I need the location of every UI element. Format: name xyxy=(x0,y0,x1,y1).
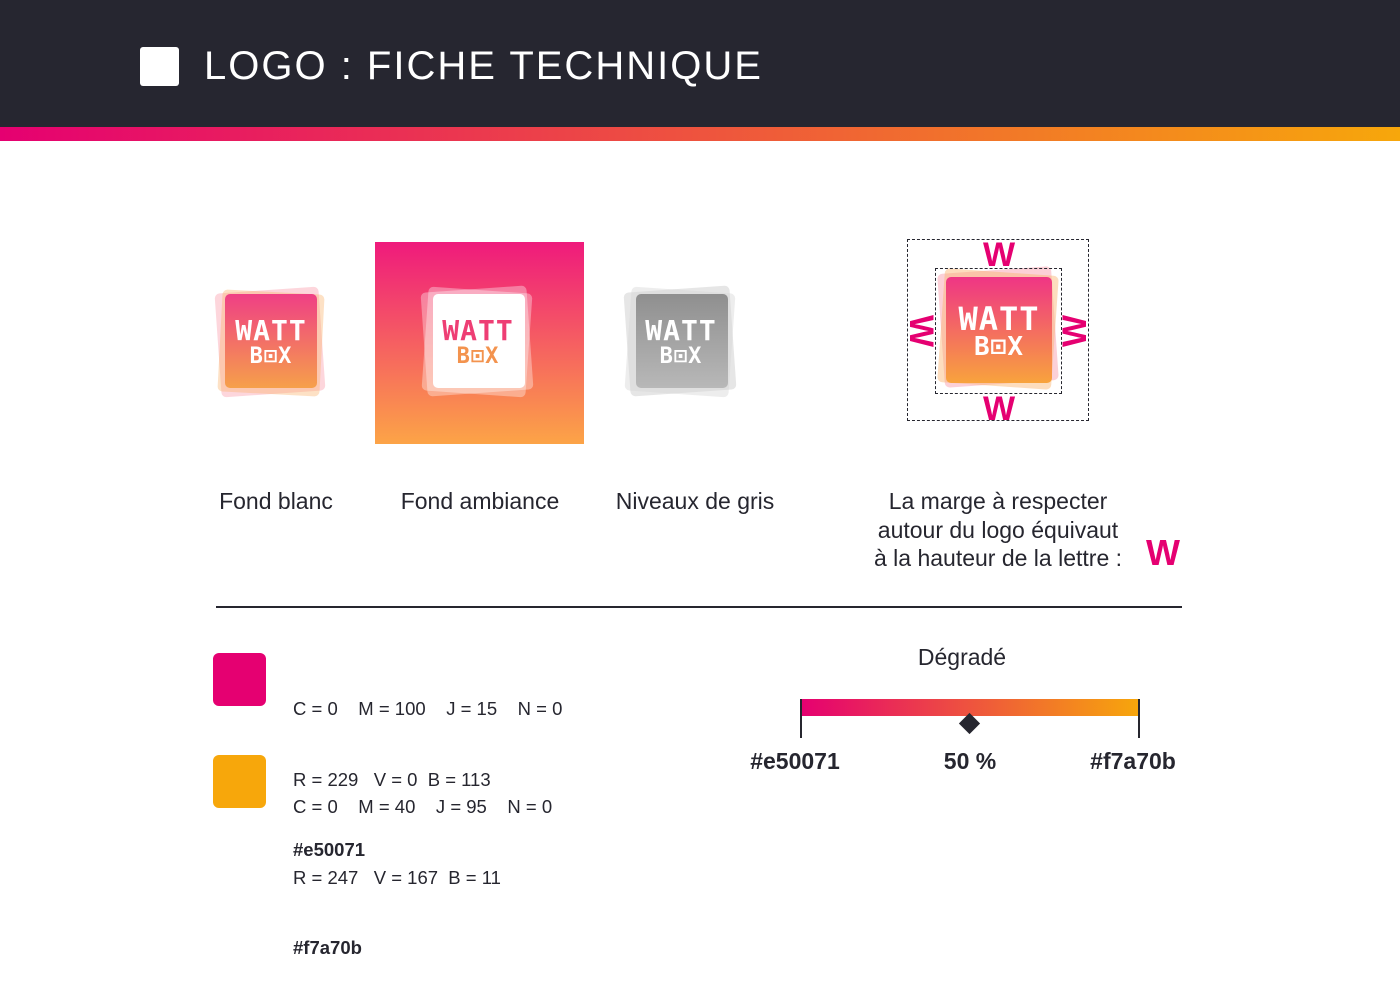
margin-inner-boundary xyxy=(935,268,1062,394)
color-swatch-pink xyxy=(213,653,266,706)
caption-margin-line1: La marge à respecter xyxy=(888,488,1108,514)
gradient-midpoint-diamond-icon xyxy=(958,712,981,735)
logo-ambiance-background: WATT B⊡X xyxy=(420,285,535,398)
gradient-start-label: #e50071 xyxy=(750,748,840,774)
logo-square xyxy=(433,294,525,388)
margin-w-bottom: W xyxy=(982,390,1016,428)
caption-margin-letter: W xyxy=(1146,532,1180,573)
hex-value: #f7a70b xyxy=(293,937,362,958)
logo-white-background: WATT B⊡X xyxy=(214,286,327,398)
header-banner: LOGO : FICHE TECHNIQUE xyxy=(0,0,1400,127)
logo-wordmark-line2: B⊡X xyxy=(456,344,500,369)
rvb-values: R = 247 V = 167 B = 11 xyxy=(293,866,501,888)
caption-greyscale: Niveaux de gris xyxy=(615,488,775,514)
rvb-values: R = 229 V = 0 B = 113 xyxy=(293,768,491,790)
color-spec-orange: C = 0 M = 40 J = 95 N = 0 R = 247 V = 16… xyxy=(293,748,552,983)
logo-wordmark-line2: B⊡X xyxy=(659,344,703,369)
cmjn-values: C = 0 M = 40 J = 95 N = 0 xyxy=(293,796,553,817)
color-swatch-orange xyxy=(213,755,266,808)
logo-wordmark-line1: WATT xyxy=(958,300,1040,338)
logo-greyscale: WATT B⊡X xyxy=(623,285,738,398)
caption-white-background: Fond blanc xyxy=(219,488,333,514)
caption-margin-rule: La marge à respecter autour du logo équi… xyxy=(846,487,1150,573)
margin-w-top: W xyxy=(982,236,1016,274)
logo-wordmark-line2: B⊡X xyxy=(974,332,1024,362)
gradient-title: Dégradé xyxy=(917,644,1007,670)
page-title: LOGO : FICHE TECHNIQUE xyxy=(204,44,763,88)
gradient-bar xyxy=(801,699,1140,716)
gradient-end-tick xyxy=(1138,699,1140,738)
header-gradient-bar xyxy=(0,127,1400,141)
logo-wordmark-line1: WATT xyxy=(235,314,307,347)
logo-square xyxy=(225,294,317,388)
caption-margin-line3: à la hauteur de la lettre : xyxy=(873,545,1123,571)
gradient-start-tick xyxy=(800,699,802,738)
caption-margin-line2: autour du logo équivaut xyxy=(877,516,1119,543)
logo-square xyxy=(946,277,1052,383)
margin-outer-boundary xyxy=(907,239,1089,421)
caption-ambiance-background: Fond ambiance xyxy=(400,488,560,514)
logo-wordmark-line1: WATT xyxy=(645,314,717,347)
header-square-icon xyxy=(140,47,179,86)
logo-wordmark-line2: B⊡X xyxy=(249,344,293,369)
cmjn-values: C = 0 M = 100 J = 15 N = 0 xyxy=(293,698,563,719)
color-spec-pink: C = 0 M = 100 J = 15 N = 0 R = 229 V = 0… xyxy=(293,650,562,885)
logo-margin-example: WATT B⊡X xyxy=(937,266,1061,392)
gradient-end-label: #f7a70b xyxy=(1090,748,1176,774)
margin-w-left: W xyxy=(902,314,940,348)
logo-square xyxy=(636,294,728,388)
margin-w-right: W xyxy=(1056,314,1094,348)
gradient-midpoint-label: 50 % xyxy=(943,748,997,774)
section-divider xyxy=(216,606,1182,608)
logo-wordmark-line1: WATT xyxy=(442,314,514,347)
